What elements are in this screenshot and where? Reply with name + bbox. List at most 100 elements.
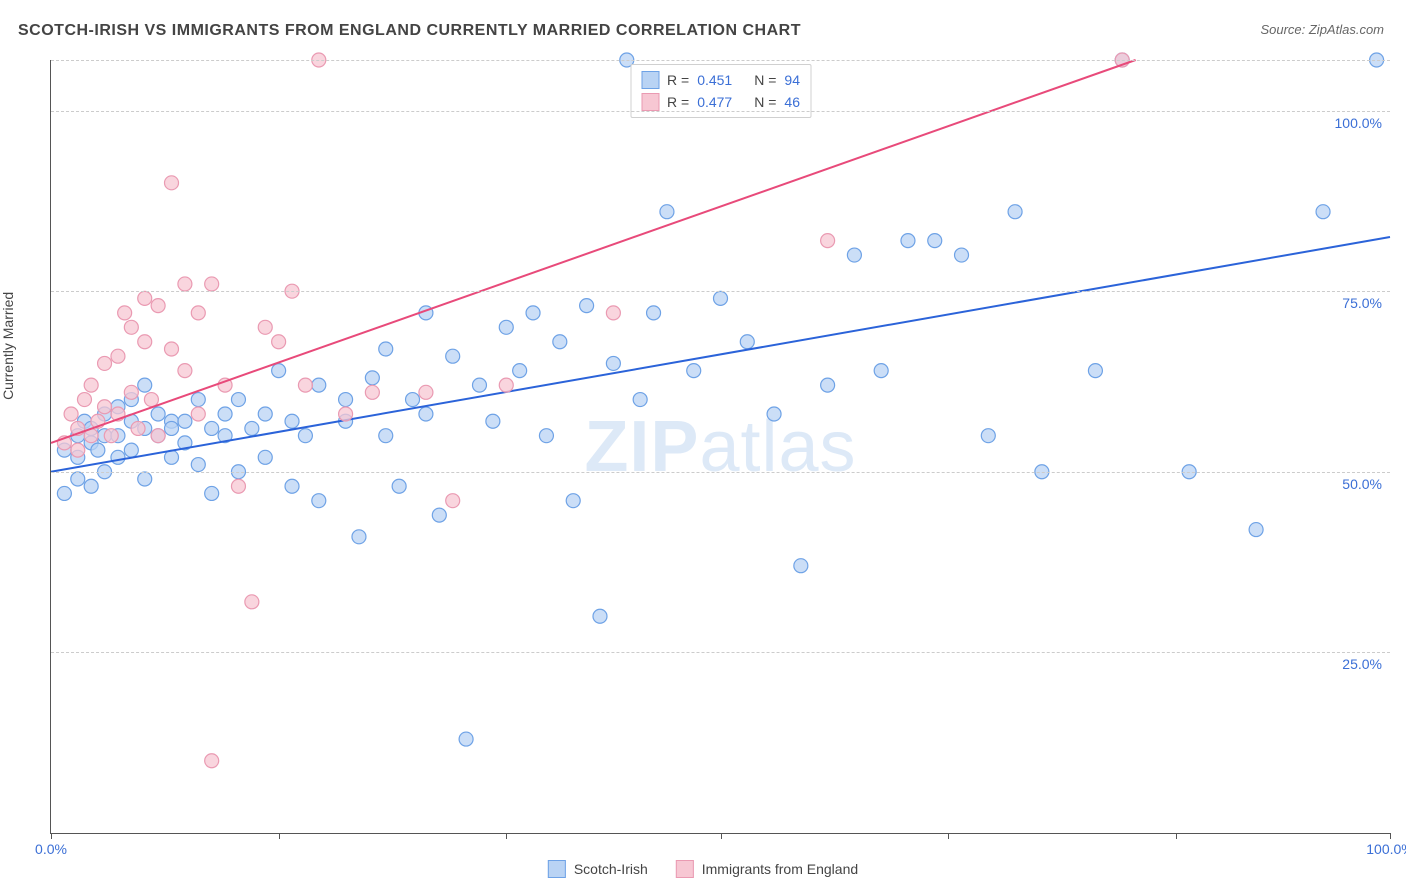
data-point: [91, 443, 105, 457]
data-point: [218, 407, 232, 421]
data-point: [272, 364, 286, 378]
data-point: [955, 248, 969, 262]
data-point: [84, 378, 98, 392]
n-label: N =: [754, 72, 776, 88]
data-point: [821, 378, 835, 392]
y-tick-label: 50.0%: [1342, 476, 1382, 492]
data-point: [312, 494, 326, 508]
data-point: [1316, 205, 1330, 219]
data-point: [285, 479, 299, 493]
data-point: [178, 277, 192, 291]
x-tick: [1176, 833, 1177, 839]
legend-item: Immigrants from England: [676, 860, 858, 878]
data-point: [339, 393, 353, 407]
x-tick: [506, 833, 507, 839]
data-point: [124, 443, 138, 457]
data-point: [285, 414, 299, 428]
data-point: [714, 291, 728, 305]
x-tick: [948, 833, 949, 839]
data-point: [165, 342, 179, 356]
data-point: [231, 393, 245, 407]
data-point: [513, 364, 527, 378]
plot-area: ZIPatlas R = 0.451 N = 94 R = 0.477 N = …: [50, 60, 1390, 834]
data-point: [178, 414, 192, 428]
data-point: [191, 306, 205, 320]
scatter-svg: [51, 60, 1390, 833]
data-point: [499, 320, 513, 334]
data-point: [272, 335, 286, 349]
data-point: [874, 364, 888, 378]
data-point: [138, 472, 152, 486]
x-tick-label: 0.0%: [35, 841, 67, 857]
data-point: [138, 335, 152, 349]
data-point: [258, 320, 272, 334]
data-point: [165, 176, 179, 190]
chart-container: SCOTCH-IRISH VS IMMIGRANTS FROM ENGLAND …: [0, 0, 1406, 892]
data-point: [178, 364, 192, 378]
y-tick-label: 25.0%: [1342, 656, 1382, 672]
x-tick: [1390, 833, 1391, 839]
data-point: [339, 407, 353, 421]
legend-swatch: [641, 93, 659, 111]
data-point: [298, 429, 312, 443]
data-point: [539, 429, 553, 443]
data-point: [98, 400, 112, 414]
trend-line: [51, 237, 1390, 472]
data-point: [459, 732, 473, 746]
y-tick-label: 75.0%: [1342, 295, 1382, 311]
r-value: 0.477: [697, 94, 732, 110]
n-label: N =: [754, 94, 776, 110]
data-point: [419, 407, 433, 421]
data-point: [794, 559, 808, 573]
data-point: [633, 393, 647, 407]
data-point: [64, 407, 78, 421]
x-tick: [279, 833, 280, 839]
data-point: [312, 378, 326, 392]
data-point: [432, 508, 446, 522]
data-point: [231, 479, 245, 493]
data-point: [144, 393, 158, 407]
legend-label: Immigrants from England: [702, 861, 858, 877]
data-point: [98, 356, 112, 370]
data-point: [740, 335, 754, 349]
legend-item: Scotch-Irish: [548, 860, 648, 878]
source-label: Source: ZipAtlas.com: [1260, 22, 1384, 37]
data-point: [821, 234, 835, 248]
data-point: [77, 393, 91, 407]
data-point: [111, 450, 125, 464]
data-point: [472, 378, 486, 392]
gridline: [51, 291, 1390, 292]
data-point: [606, 306, 620, 320]
data-point: [526, 306, 540, 320]
chart-title: SCOTCH-IRISH VS IMMIGRANTS FROM ENGLAND …: [18, 22, 801, 40]
data-point: [191, 458, 205, 472]
data-point: [392, 479, 406, 493]
data-point: [71, 472, 85, 486]
data-point: [379, 429, 393, 443]
data-point: [138, 291, 152, 305]
data-point: [258, 407, 272, 421]
data-point: [104, 429, 118, 443]
data-point: [660, 205, 674, 219]
data-point: [124, 320, 138, 334]
n-value: 94: [784, 72, 800, 88]
data-point: [118, 306, 132, 320]
data-point: [901, 234, 915, 248]
trend-line: [51, 60, 1136, 443]
data-point: [928, 234, 942, 248]
data-point: [419, 385, 433, 399]
data-point: [1088, 364, 1102, 378]
data-point: [131, 421, 145, 435]
data-point: [124, 385, 138, 399]
data-point: [191, 393, 205, 407]
data-point: [84, 479, 98, 493]
y-axis-label: Currently Married: [0, 292, 16, 400]
legend-swatch: [641, 71, 659, 89]
data-point: [981, 429, 995, 443]
data-point: [352, 530, 366, 544]
x-tick: [51, 833, 52, 839]
data-point: [151, 407, 165, 421]
series-legend: Scotch-Irish Immigrants from England: [548, 860, 858, 878]
data-point: [205, 486, 219, 500]
x-tick-label: 100.0%: [1366, 841, 1406, 857]
